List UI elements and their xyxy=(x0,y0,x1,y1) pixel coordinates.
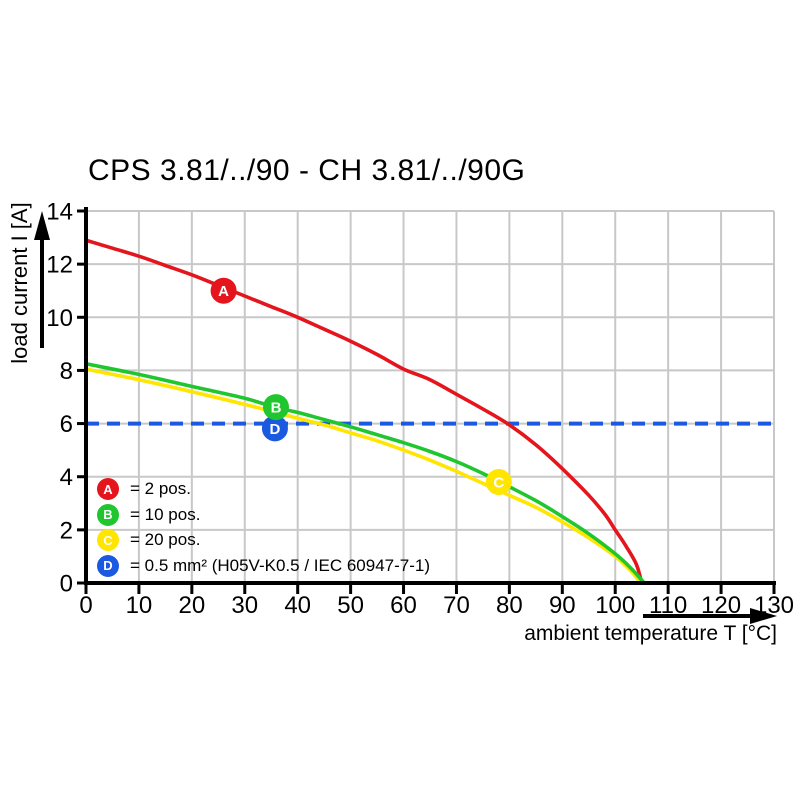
y-tick-label: 10 xyxy=(46,305,73,332)
y-tick-label: 6 xyxy=(60,411,73,438)
legend-label-c: = 20 pos. xyxy=(130,530,201,549)
x-tick-label: 60 xyxy=(390,592,417,619)
y-tick-label: 8 xyxy=(60,358,73,385)
y-tick-label: 4 xyxy=(60,464,73,491)
legend: A = 2 pos. B = 10 pos. C = 20 pos. D = 0… xyxy=(97,478,430,577)
series-curve-b xyxy=(85,362,646,585)
x-tick-label: 70 xyxy=(443,592,470,619)
legend-label-d: = 0.5 mm² (H05V-K0.5 / IEC 60947-7-1) xyxy=(130,555,430,575)
x-tick-label: 50 xyxy=(337,592,364,619)
legend-label-a: = 2 pos. xyxy=(130,479,191,498)
legend-item-b: B = 10 pos. xyxy=(97,503,430,526)
x-tick-label: 80 xyxy=(496,592,523,619)
x-tick-label: 100 xyxy=(595,592,635,619)
x-tick-label: 90 xyxy=(549,592,576,619)
curve-marker-letter-a: A xyxy=(218,283,229,300)
legend-item-a: A = 2 pos. xyxy=(97,478,430,500)
x-tick-label: 30 xyxy=(231,592,258,619)
curve-marker-c xyxy=(485,469,512,496)
x-tick-label: 20 xyxy=(178,592,205,619)
curve-marker-a xyxy=(210,277,237,304)
x-tick-label: 0 xyxy=(79,592,92,619)
x-axis-arrowhead-icon xyxy=(750,608,777,624)
series-curve-c xyxy=(85,367,643,585)
y-tick-label: 14 xyxy=(46,199,73,226)
legend-marker-d-icon: D xyxy=(97,554,119,577)
x-tick-label: 40 xyxy=(284,592,311,619)
y-tick-label: 12 xyxy=(46,252,73,279)
x-axis-label: ambient temperature T [°C] xyxy=(524,622,777,645)
x-tick-label: 10 xyxy=(126,592,153,619)
curve-marker-letter-b: B xyxy=(271,400,282,417)
legend-item-d: D = 0.5 mm² (H05V-K0.5 / IEC 60947-7-1) xyxy=(97,554,430,577)
series-curve-a xyxy=(85,238,644,584)
legend-marker-b-icon: B xyxy=(97,503,119,526)
legend-label-b: = 10 pos. xyxy=(130,504,201,524)
curve-marker-letter-c: C xyxy=(493,475,504,492)
y-tick-label: 2 xyxy=(60,517,73,544)
curve-marker-b xyxy=(262,394,289,421)
chart-title: CPS 3.81/../90 - CH 3.81/../90G xyxy=(88,154,526,187)
legend-marker-a-icon: A xyxy=(97,478,119,500)
legend-marker-c-icon: C xyxy=(97,529,119,551)
curve-marker-d xyxy=(261,415,288,442)
legend-item-c: C = 20 pos. xyxy=(97,529,430,551)
curve-marker-letter-d: D xyxy=(270,421,281,438)
y-tick-label: 0 xyxy=(60,571,73,598)
y-axis-arrowhead-icon xyxy=(34,211,50,240)
